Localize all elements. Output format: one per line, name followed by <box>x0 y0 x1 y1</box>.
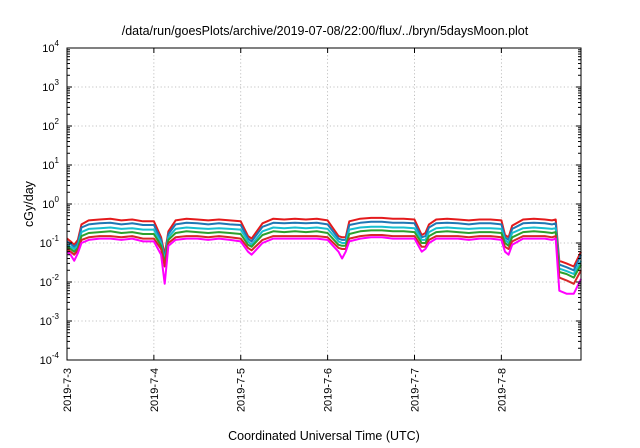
series-line <box>66 234 582 285</box>
y-tick-base: 10 <box>42 160 54 172</box>
x-tick-label: 2019-7-8 <box>496 368 508 412</box>
y-tick-base: 10 <box>42 121 54 133</box>
series-line <box>66 225 582 275</box>
series-line <box>66 236 582 295</box>
plot-frame <box>66 47 582 361</box>
y-tick-label: 10-2 <box>40 273 60 289</box>
y-tick-label: 101 <box>42 156 59 172</box>
chart-title: /data/run/goesPlots/archive/2019-07-08/2… <box>122 24 529 38</box>
y-tick-exponent: 4 <box>55 39 60 48</box>
y-tick-exponent: -2 <box>52 273 60 282</box>
grid-lines <box>67 48 581 360</box>
y-tick-exponent: -1 <box>52 234 60 243</box>
y-tick-exponent: 1 <box>55 156 60 165</box>
y-tick-exponent: 0 <box>55 195 60 204</box>
y-tick-base: 10 <box>42 82 54 94</box>
series-line <box>66 220 582 272</box>
y-tick-exponent: -4 <box>52 351 60 360</box>
x-axis-label: Coordinated Universal Time (UTC) <box>228 429 420 443</box>
x-tick-label: 2019-7-3 <box>62 368 74 412</box>
axis-ticks <box>66 47 581 361</box>
y-tick-base: 10 <box>40 355 52 367</box>
y-tick-label: 104 <box>42 39 59 55</box>
series-lines <box>66 216 582 295</box>
y-tick-base: 10 <box>42 43 54 55</box>
y-axis-label: cGy/day <box>22 180 36 227</box>
x-tick-label: 2019-7-4 <box>149 368 161 412</box>
x-tick-labels: 2019-7-3 2019-7-4 2019-7-5 2019-7-6 2019-7-7… <box>62 368 508 412</box>
y-tick-base: 10 <box>40 277 52 289</box>
y-tick-label: 10-1 <box>40 234 60 250</box>
x-tick-label: 2019-7-7 <box>409 368 421 412</box>
y-tick-exponent: -3 <box>52 312 60 321</box>
y-tick-base: 10 <box>40 316 52 328</box>
y-tick-exponent: 2 <box>55 117 60 126</box>
x-tick-label: 2019-7-5 <box>236 368 248 412</box>
series-line <box>66 229 582 279</box>
series-line <box>66 216 582 268</box>
y-tick-exponent: 3 <box>55 78 60 87</box>
y-tick-label: 103 <box>42 78 59 94</box>
y-tick-label: 102 <box>42 117 59 133</box>
x-tick-label: 2019-7-6 <box>323 368 335 412</box>
y-tick-label: 100 <box>42 195 59 211</box>
y-tick-base: 10 <box>40 238 52 250</box>
y-tick-label: 10-4 <box>40 351 60 367</box>
y-tick-base: 10 <box>42 199 54 211</box>
y-tick-label: 10-3 <box>40 312 60 328</box>
